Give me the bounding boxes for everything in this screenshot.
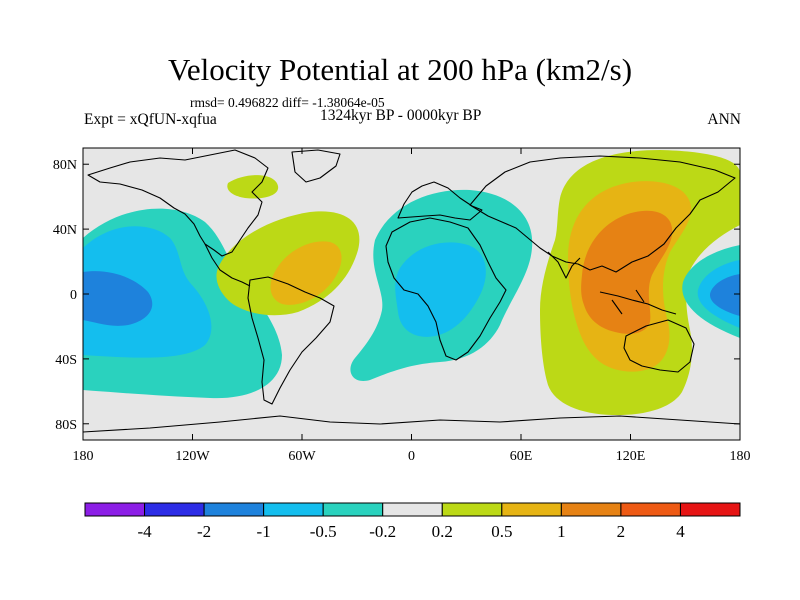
coastlines [83, 149, 740, 433]
period-label: 1324kyr BP - 0000kyr BP [320, 107, 482, 124]
colorbar-swatch [203, 502, 265, 517]
axis-ticks: 180 120W 60W 0 60E 120E 180 80N 40N 0 40S 80S [53, 148, 751, 464]
coastline-greenland [291, 149, 341, 183]
x-tick-label: 120E [616, 449, 646, 464]
contour-field [83, 148, 740, 440]
coastline-central-america [204, 243, 251, 287]
contour-pacific-negative-strong [83, 271, 153, 326]
colorbar-swatch [620, 502, 681, 517]
colorbar-label: -4 [137, 522, 152, 541]
x-tick-label: 0 [408, 449, 415, 464]
x-tick-label: 60W [288, 449, 316, 464]
coastline-antarctica [83, 415, 740, 433]
colorbar-label: -0.2 [369, 522, 396, 541]
x-tick-label: 60E [510, 449, 533, 464]
y-tick-label: 0 [70, 288, 77, 303]
coastline-australia [623, 319, 695, 373]
statistics-text: rmsd= 0.496822 diff= -1.38064e-05 [190, 95, 385, 110]
colorbar-swatch [322, 502, 384, 517]
colorbar-label: 2 [617, 522, 626, 541]
coastline-south-america [247, 276, 335, 405]
x-tick-label: 180 [730, 449, 751, 464]
colorbar-label: 1 [557, 522, 566, 541]
plot-title: Velocity Potential at 200 hPa (km2/s) [167, 52, 633, 87]
experiment-label: Expt = xQfUN-xqfua [84, 111, 217, 128]
coastline-india [547, 251, 581, 279]
x-tick-label: 180 [73, 449, 94, 464]
colorbar-swatch [382, 502, 443, 517]
colorbar-swatch [560, 502, 622, 517]
colorbar-label: -0.5 [310, 522, 337, 541]
colorbar-label: -1 [257, 522, 271, 541]
coastline-europe [397, 181, 483, 221]
colorbar-label: 0.2 [432, 522, 453, 541]
x-tick-label: 120W [175, 449, 210, 464]
coastline-africa [385, 217, 507, 361]
contour-east-pacific-negative-strong [709, 274, 740, 316]
y-tick-label: 40S [55, 353, 77, 368]
season-label: ANN [707, 111, 741, 128]
colorbar-swatch [441, 502, 503, 517]
colorbar-label: 0.5 [491, 522, 512, 541]
contour-indopacific-positive-strong [581, 210, 673, 334]
colorbar-label: -2 [197, 522, 211, 541]
colorbar-label: 4 [676, 522, 685, 541]
y-tick-label: 80S [55, 418, 77, 433]
y-tick-label: 80N [53, 158, 77, 173]
colorbar-swatch [144, 502, 205, 517]
coastline-maritime-continent [599, 289, 677, 315]
coastline-north-america [87, 149, 269, 257]
colorbar-swatch [263, 502, 324, 517]
coastline-asia [469, 155, 736, 273]
colorbar-swatch [84, 502, 146, 517]
contour-north-atlantic-positive [227, 175, 279, 199]
colorbar-swatch [679, 502, 741, 517]
colorbar-swatch [501, 502, 562, 517]
contour-africa-negative-mid [395, 242, 486, 337]
y-tick-label: 40N [53, 223, 77, 238]
colorbar: -4 -2 -1 -0.5 -0.2 0.2 0.5 1 2 4 [84, 502, 741, 541]
contour-atlantic-positive-mid [270, 241, 342, 305]
